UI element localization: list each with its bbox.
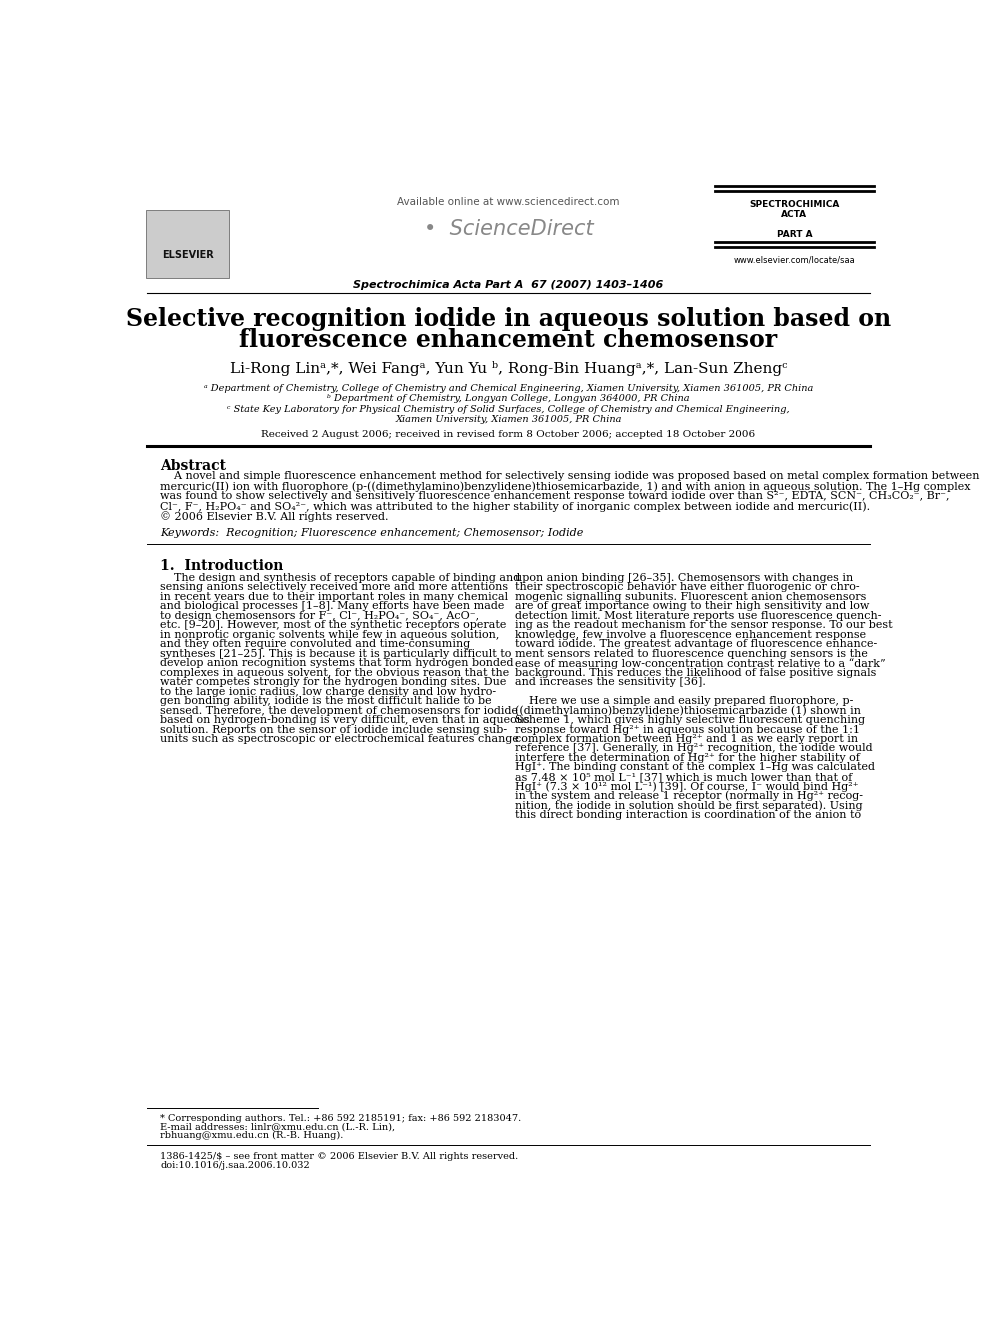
Text: rbhuang@xmu.edu.cn (R.-B. Huang).: rbhuang@xmu.edu.cn (R.-B. Huang).: [161, 1130, 344, 1139]
Text: fluorescence enhancement chemosensor: fluorescence enhancement chemosensor: [239, 328, 778, 352]
Text: www.elsevier.com/locate/saa: www.elsevier.com/locate/saa: [733, 255, 855, 265]
Text: ᵇ Department of Chemistry, Longyan College, Longyan 364000, PR China: ᵇ Department of Chemistry, Longyan Colle…: [327, 394, 689, 404]
Text: upon anion binding [26–35]. Chemosensors with changes in: upon anion binding [26–35]. Chemosensors…: [516, 573, 854, 583]
Text: mercuric(II) ion with fluorophore (p-((dimethylamino)benzylidene)thiosemicarbazi: mercuric(II) ion with fluorophore (p-((d…: [161, 482, 971, 492]
Text: etc. [9–20]. However, most of the synthetic receptors operate: etc. [9–20]. However, most of the synthe…: [161, 620, 507, 630]
Text: nition, the iodide in solution should be first separated). Using: nition, the iodide in solution should be…: [516, 800, 863, 811]
Text: are of great importance owing to their high sensitivity and low: are of great importance owing to their h…: [516, 602, 870, 611]
Text: reference [37]. Generally, in Hg²⁺ recognition, the iodide would: reference [37]. Generally, in Hg²⁺ recog…: [516, 744, 873, 754]
Text: knowledge, few involve a fluorescence enhancement response: knowledge, few involve a fluorescence en…: [516, 630, 866, 640]
Text: and increases the sensitivity [36].: and increases the sensitivity [36].: [516, 677, 706, 687]
Text: complexes in aqueous solvent, for the obvious reason that the: complexes in aqueous solvent, for the ob…: [161, 668, 510, 677]
Text: E-mail addresses: linlr@xmu.edu.cn (L.-R. Lin),: E-mail addresses: linlr@xmu.edu.cn (L.-R…: [161, 1122, 396, 1131]
Text: ELSEVIER: ELSEVIER: [162, 250, 213, 259]
Text: and biological processes [1–8]. Many efforts have been made: and biological processes [1–8]. Many eff…: [161, 602, 505, 611]
Text: solution. Reports on the sensor of iodide include sensing sub-: solution. Reports on the sensor of iodid…: [161, 725, 508, 734]
Text: SPECTROCHIMICA: SPECTROCHIMICA: [749, 200, 839, 209]
Text: HgI⁺. The binding constant of the complex 1–Hg was calculated: HgI⁺. The binding constant of the comple…: [516, 762, 875, 773]
Text: in the system and release 1 receptor (normally in Hg²⁺ recog-: in the system and release 1 receptor (no…: [516, 791, 863, 802]
Text: Received 2 August 2006; received in revised form 8 October 2006; accepted 18 Oct: Received 2 August 2006; received in revi…: [261, 430, 756, 439]
Text: syntheses [21–25]. This is because it is particularly difficult to: syntheses [21–25]. This is because it is…: [161, 648, 512, 659]
Text: Available online at www.sciencedirect.com: Available online at www.sciencedirect.co…: [397, 197, 620, 208]
Text: ment sensors related to fluorescence quenching sensors is the: ment sensors related to fluorescence que…: [516, 648, 868, 659]
Text: 1.  Introduction: 1. Introduction: [161, 560, 284, 573]
Text: based on hydrogen-bonding is very difficult, even that in aqueous: based on hydrogen-bonding is very diffic…: [161, 716, 530, 725]
Text: complex formation between Hg²⁺ and 1 as we early report in: complex formation between Hg²⁺ and 1 as …: [516, 734, 858, 744]
Text: detection limit. Most literature reports use fluorescence quench-: detection limit. Most literature reports…: [516, 611, 882, 620]
Text: and they often require convoluted and time-consuming: and they often require convoluted and ti…: [161, 639, 470, 650]
Text: 1386-1425/$ – see front matter © 2006 Elsevier B.V. All rights reserved.: 1386-1425/$ – see front matter © 2006 El…: [161, 1152, 519, 1162]
FancyBboxPatch shape: [146, 210, 229, 278]
Text: sensed. Therefore, the development of chemosensors for iodide: sensed. Therefore, the development of ch…: [161, 705, 519, 716]
Text: doi:10.1016/j.saa.2006.10.032: doi:10.1016/j.saa.2006.10.032: [161, 1162, 310, 1171]
Text: * Corresponding authors. Tel.: +86 592 2185191; fax: +86 592 2183047.: * Corresponding authors. Tel.: +86 592 2…: [161, 1114, 522, 1122]
Text: mogenic signalling subunits. Fluorescent anion chemosensors: mogenic signalling subunits. Fluorescent…: [516, 591, 867, 602]
Text: their spectroscopic behavior have either fluorogenic or chro-: their spectroscopic behavior have either…: [516, 582, 860, 593]
Text: © 2006 Elsevier B.V. All rights reserved.: © 2006 Elsevier B.V. All rights reserved…: [161, 511, 389, 521]
Text: A novel and simple fluorescence enhancement method for selectively sensing iodid: A novel and simple fluorescence enhancem…: [161, 471, 980, 482]
Text: PART A: PART A: [777, 230, 812, 239]
Text: in nonprotic organic solvents while few in aqueous solution,: in nonprotic organic solvents while few …: [161, 630, 500, 640]
Text: Spectrochimica Acta Part A  67 (2007) 1403–1406: Spectrochimica Acta Part A 67 (2007) 140…: [353, 280, 664, 291]
Text: Selective recognition iodide in aqueous solution based on: Selective recognition iodide in aqueous …: [126, 307, 891, 331]
Text: Xiamen University, Xiamen 361005, PR China: Xiamen University, Xiamen 361005, PR Chi…: [395, 415, 622, 425]
Text: Here we use a simple and easily prepared fluorophore, p-: Here we use a simple and easily prepared…: [516, 696, 854, 706]
Text: Li-Rong Linᵃ,*, Wei Fangᵃ, Yun Yu ᵇ, Rong-Bin Huangᵃ,*, Lan-Sun Zhengᶜ: Li-Rong Linᵃ,*, Wei Fangᵃ, Yun Yu ᵇ, Ron…: [230, 361, 787, 376]
Text: ease of measuring low-concentration contrast relative to a “dark”: ease of measuring low-concentration cont…: [516, 659, 886, 669]
Text: ᵃ Department of Chemistry, College of Chemistry and Chemical Engineering, Xiamen: ᵃ Department of Chemistry, College of Ch…: [203, 384, 813, 393]
Text: HgI⁺ (7.3 × 10¹² mol L⁻¹) [39]. Of course, I⁻ would bind Hg²⁺: HgI⁺ (7.3 × 10¹² mol L⁻¹) [39]. Of cours…: [516, 782, 859, 792]
Text: sensing anions selectively received more and more attentions: sensing anions selectively received more…: [161, 582, 509, 593]
Text: toward iodide. The greatest advantage of fluorescence enhance-: toward iodide. The greatest advantage of…: [516, 639, 878, 650]
Text: ᶜ State Key Laboratory for Physical Chemistry of Solid Surfaces, College of Chem: ᶜ State Key Laboratory for Physical Chem…: [227, 405, 790, 414]
Text: units such as spectroscopic or electrochemical features change: units such as spectroscopic or electroch…: [161, 734, 519, 744]
Text: Abstract: Abstract: [161, 459, 226, 474]
Text: response toward Hg²⁺ in aqueous solution because of the 1:1: response toward Hg²⁺ in aqueous solution…: [516, 725, 860, 734]
Text: as 7.48 × 10⁵ mol L⁻¹ [37] which is much lower than that of: as 7.48 × 10⁵ mol L⁻¹ [37] which is much…: [516, 771, 853, 782]
Text: The design and synthesis of receptors capable of binding and: The design and synthesis of receptors ca…: [161, 573, 521, 583]
Text: to design chemosensors for F⁻, Cl⁻, H₂PO₄⁻, SO₄⁻, AcO⁻,: to design chemosensors for F⁻, Cl⁻, H₂PO…: [161, 611, 479, 620]
Text: ing as the readout mechanism for the sensor response. To our best: ing as the readout mechanism for the sen…: [516, 620, 893, 630]
Text: was found to show selectively and sensitively fluorescence enhancement response : was found to show selectively and sensit…: [161, 491, 950, 501]
Text: •  ScienceDirect: • ScienceDirect: [424, 218, 593, 239]
Text: Cl⁻, F⁻, H₂PO₄⁻ and SO₄²⁻, which was attributed to the higher stability of inorg: Cl⁻, F⁻, H₂PO₄⁻ and SO₄²⁻, which was att…: [161, 501, 871, 512]
Text: Keywords:  Recognition; Fluorescence enhancement; Chemosensor; Iodide: Keywords: Recognition; Fluorescence enha…: [161, 528, 584, 538]
Text: develop anion recognition systems that form hydrogen bonded: develop anion recognition systems that f…: [161, 659, 514, 668]
Text: this direct bonding interaction is coordination of the anion to: this direct bonding interaction is coord…: [516, 810, 861, 820]
Text: Scheme 1, which gives highly selective fluorescent quenching: Scheme 1, which gives highly selective f…: [516, 716, 865, 725]
Text: ((dimethylamino)benzylidene)thiosemicarbazide (1) shown in: ((dimethylamino)benzylidene)thiosemicarb…: [516, 705, 861, 716]
Text: background. This reduces the likelihood of false positive signals: background. This reduces the likelihood …: [516, 668, 877, 677]
Text: ACTA: ACTA: [782, 210, 807, 220]
Text: interfere the determination of Hg²⁺ for the higher stability of: interfere the determination of Hg²⁺ for …: [516, 753, 860, 763]
Text: in recent years due to their important roles in many chemical: in recent years due to their important r…: [161, 591, 509, 602]
Text: to the large ionic radius, low charge density and low hydro-: to the large ionic radius, low charge de…: [161, 687, 497, 697]
Text: water competes strongly for the hydrogen bonding sites. Due: water competes strongly for the hydrogen…: [161, 677, 507, 687]
Text: gen bonding ability, iodide is the most difficult halide to be: gen bonding ability, iodide is the most …: [161, 696, 492, 706]
